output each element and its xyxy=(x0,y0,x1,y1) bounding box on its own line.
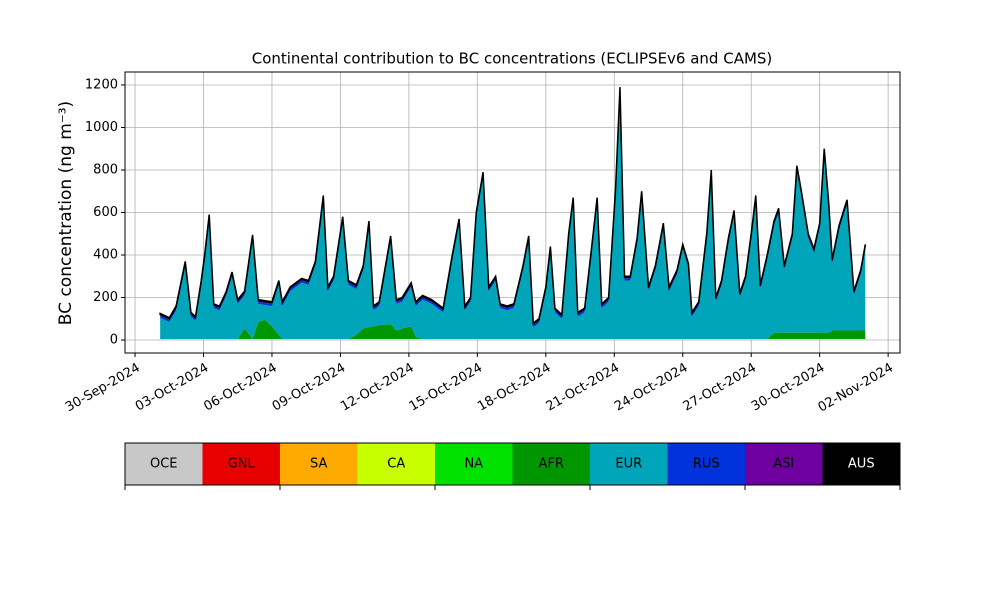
legend-swatch xyxy=(202,443,280,485)
y-axis-label: BC concentration (ng m⁻³) xyxy=(56,101,76,325)
legend-frame xyxy=(124,442,901,486)
area-band xyxy=(159,87,867,326)
y-tick-label: 400 xyxy=(93,248,118,263)
legend-swatch xyxy=(125,443,203,485)
legend-label: AUS xyxy=(848,457,875,472)
chart-title: Continental contribution to BC concentra… xyxy=(252,50,773,68)
legend-label: RUS xyxy=(693,457,720,472)
area-band xyxy=(160,319,866,339)
y-tick-label: 800 xyxy=(93,162,118,177)
y-tick-label: 1200 xyxy=(85,77,118,92)
legend-swatch xyxy=(512,443,590,485)
legend-label: AFR xyxy=(539,457,564,472)
legend-label: GNL xyxy=(228,457,256,472)
legend-swatch xyxy=(745,443,823,485)
legend-label: EUR xyxy=(615,457,642,472)
legend-label: CA xyxy=(387,457,405,472)
legend-label: OCE xyxy=(150,457,178,472)
legend-label: NA xyxy=(464,457,483,472)
y-tick-label: 1000 xyxy=(85,120,118,135)
legend-swatch xyxy=(435,443,513,485)
legend-swatch xyxy=(590,443,668,485)
legend-swatch xyxy=(280,443,358,485)
legend-swatch xyxy=(822,443,900,485)
y-tick-label: 600 xyxy=(93,205,118,220)
legend-label: ASI xyxy=(773,457,794,472)
legend-label: SA xyxy=(310,457,327,472)
legend-swatch xyxy=(667,443,745,485)
y-tick-label: 200 xyxy=(93,290,118,305)
y-tick-label: 0 xyxy=(110,333,118,348)
plot-frame xyxy=(124,71,901,354)
legend-swatch xyxy=(357,443,435,485)
area-band xyxy=(160,338,866,341)
